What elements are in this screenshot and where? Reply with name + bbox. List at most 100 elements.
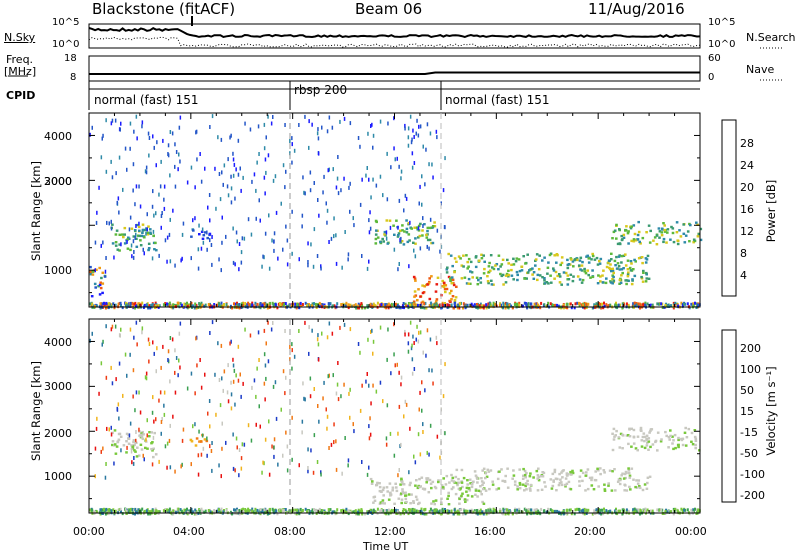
velocity-cell bbox=[168, 507, 171, 511]
velocity-cell bbox=[595, 508, 598, 512]
velocity-cell bbox=[649, 429, 652, 433]
freq-label: Freq. bbox=[6, 53, 34, 66]
velocity-cell bbox=[585, 471, 588, 474]
velocity-cell bbox=[158, 510, 161, 514]
velocity-cell bbox=[581, 479, 584, 483]
power-cell bbox=[98, 283, 102, 287]
power-cell bbox=[241, 236, 244, 241]
power-cell bbox=[114, 241, 118, 244]
velocity-cell bbox=[238, 512, 241, 516]
power-cell bbox=[175, 150, 178, 154]
velocity-cell bbox=[337, 361, 339, 365]
velocity-cell bbox=[267, 359, 270, 364]
velocity-cell bbox=[396, 362, 398, 367]
velocity-cell bbox=[636, 435, 640, 438]
power-cell bbox=[424, 182, 426, 187]
power-cell bbox=[398, 262, 400, 266]
velocity-cell bbox=[470, 485, 474, 489]
velocity-cell bbox=[146, 447, 149, 450]
velocity-cell bbox=[643, 446, 647, 450]
power-cell bbox=[182, 221, 185, 226]
nsearch-label: N.Search bbox=[746, 31, 796, 44]
velocity-cell bbox=[579, 469, 583, 472]
power-ytick-2000: 2000 bbox=[44, 175, 72, 188]
power-cell bbox=[366, 266, 369, 271]
velocity-cell bbox=[479, 512, 482, 516]
power-cell bbox=[669, 238, 672, 241]
power-cell bbox=[91, 302, 94, 306]
power-cell bbox=[400, 176, 402, 181]
power-cell bbox=[133, 250, 135, 254]
power-cell bbox=[414, 254, 417, 259]
power-cell bbox=[445, 287, 449, 291]
power-cell bbox=[195, 129, 198, 134]
velocity-cell bbox=[614, 509, 617, 513]
velocity-cell bbox=[642, 432, 646, 435]
power-cell bbox=[416, 299, 419, 302]
velocity-cell bbox=[185, 510, 188, 514]
velocity-cell bbox=[218, 508, 220, 512]
velocity-cell bbox=[251, 507, 254, 511]
velocity-cell bbox=[439, 455, 441, 460]
velocity-cell bbox=[129, 352, 131, 357]
velocity-cell bbox=[208, 399, 211, 403]
velocity-cell bbox=[339, 325, 341, 330]
power-cell bbox=[122, 235, 125, 239]
velocity-cell bbox=[516, 488, 519, 491]
velocity-cell bbox=[162, 344, 164, 349]
power-cell bbox=[662, 237, 666, 241]
velocity-colorbar-frame bbox=[721, 329, 737, 503]
power-cell bbox=[125, 303, 128, 307]
velocity-cell bbox=[153, 419, 155, 424]
power-cell bbox=[100, 243, 102, 248]
velocity-cell bbox=[458, 502, 461, 505]
velocity-cell bbox=[145, 376, 148, 381]
power-cell bbox=[255, 188, 257, 193]
velocity-cell bbox=[175, 356, 178, 360]
power-cell bbox=[450, 276, 454, 279]
power-cell bbox=[620, 261, 623, 264]
power-cell bbox=[99, 286, 103, 290]
velocity-cell bbox=[347, 512, 350, 516]
velocity-cell bbox=[511, 512, 514, 516]
power-cell bbox=[530, 302, 533, 306]
velocity-cell bbox=[257, 330, 260, 335]
power-cell bbox=[572, 275, 575, 278]
power-cell bbox=[143, 303, 146, 307]
velocity-cell bbox=[372, 496, 376, 499]
power-cell bbox=[450, 298, 453, 301]
power-cell bbox=[138, 229, 141, 232]
power-cell bbox=[381, 237, 384, 241]
power-cell bbox=[312, 264, 315, 269]
velocity-cell bbox=[455, 481, 459, 485]
velocity-cell bbox=[637, 479, 641, 482]
power-cell bbox=[663, 224, 666, 227]
power-cell bbox=[153, 248, 156, 251]
power-cell bbox=[286, 262, 289, 267]
power-cell bbox=[602, 306, 605, 310]
power-cell bbox=[400, 240, 404, 243]
power-cell bbox=[114, 303, 117, 307]
power-cell bbox=[518, 269, 522, 273]
power-cell bbox=[299, 301, 302, 305]
velocity-cell bbox=[457, 477, 460, 481]
velocity-cell bbox=[291, 415, 293, 420]
velocity-cell bbox=[308, 351, 310, 356]
power-cell bbox=[407, 233, 411, 236]
velocity-cell bbox=[566, 474, 569, 477]
power-cell bbox=[418, 234, 422, 238]
velocity-cell bbox=[285, 430, 287, 435]
power-cell bbox=[250, 232, 253, 237]
power-cell bbox=[94, 286, 97, 289]
velocity-cell bbox=[383, 502, 386, 505]
velocity-cell bbox=[645, 487, 649, 490]
velocity-cell bbox=[611, 470, 614, 473]
power-cell bbox=[372, 177, 374, 182]
power-cell bbox=[502, 303, 505, 307]
power-cell bbox=[430, 275, 433, 278]
velocity-cell bbox=[636, 449, 639, 452]
velocity-cell bbox=[397, 497, 401, 500]
velocity-cell bbox=[274, 380, 277, 385]
power-cell bbox=[379, 119, 382, 124]
velocity-cell bbox=[627, 467, 630, 470]
